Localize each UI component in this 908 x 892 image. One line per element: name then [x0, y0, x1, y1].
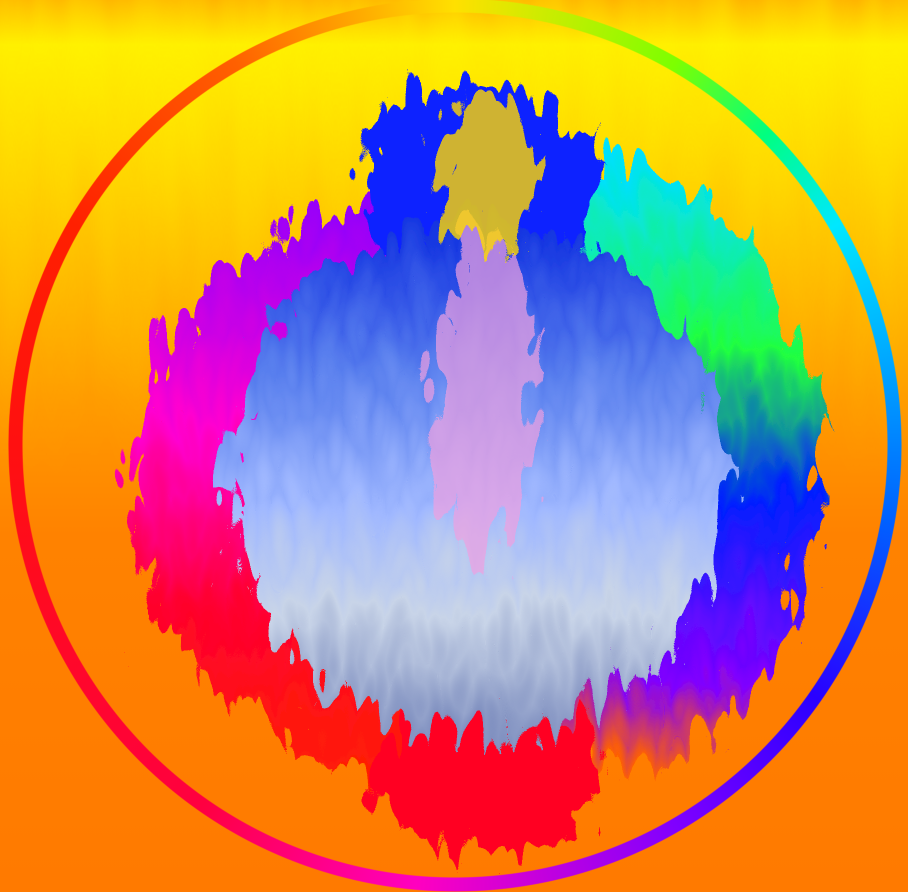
blob-bottom: [360, 680, 580, 840]
blob-highlight: [415, 210, 515, 550]
blob-yellow: [420, 70, 520, 230]
